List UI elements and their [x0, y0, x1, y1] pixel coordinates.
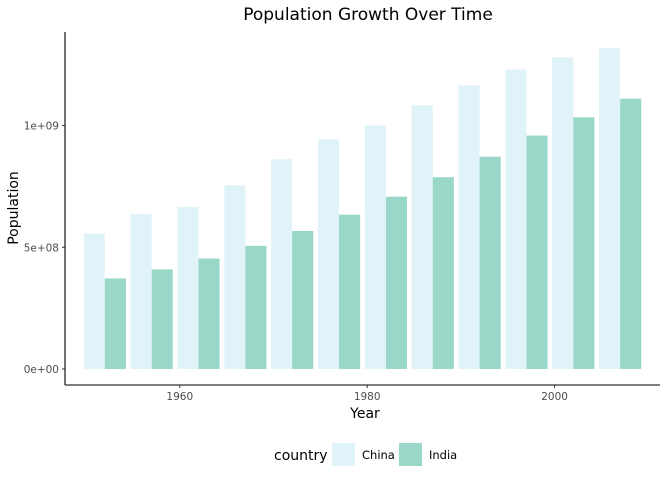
- bar-india-1972: [292, 230, 314, 369]
- legend-key-china: [332, 443, 355, 466]
- legend-key-india: [399, 443, 422, 466]
- y-tick-label: 5e+08: [24, 242, 59, 254]
- legend-title: country: [274, 448, 328, 464]
- bar-india-1982: [385, 196, 408, 369]
- bars-layer: [83, 48, 642, 369]
- bar-china-1987: [411, 105, 433, 369]
- x-tick-label: 1960: [166, 391, 193, 403]
- y-tick-label: 0e+00: [24, 364, 59, 376]
- bar-china-1982: [364, 125, 386, 369]
- legend: country China India: [274, 443, 457, 466]
- bar-china-2002: [552, 57, 574, 369]
- bar-india-2007: [620, 98, 642, 369]
- bar-india-1987: [432, 177, 454, 369]
- bar-china-1962: [177, 206, 199, 369]
- bar-india-1992: [479, 156, 501, 369]
- bar-china-1957: [130, 213, 152, 369]
- bar-china-1997: [505, 69, 527, 369]
- legend-label-china: China: [362, 448, 395, 462]
- axes-layer: 0e+00 5e+08 1e+09 1960 1980 2000: [24, 32, 660, 403]
- bar-india-1952: [104, 278, 126, 369]
- bar-china-1952: [83, 233, 105, 369]
- x-tick-label: 2000: [541, 391, 568, 403]
- y-tick-label: 1e+09: [24, 121, 59, 133]
- bar-china-2007: [599, 48, 621, 369]
- chart-title: Population Growth Over Time: [243, 5, 493, 25]
- bar-india-2002: [573, 117, 595, 369]
- bar-india-1997: [526, 135, 548, 369]
- bar-india-1962: [198, 258, 220, 369]
- bar-china-1977: [317, 139, 340, 369]
- x-tick-label: 1980: [354, 391, 381, 403]
- bar-china-1972: [271, 159, 293, 369]
- bar-india-1977: [339, 214, 361, 369]
- bar-india-1967: [245, 245, 267, 369]
- x-axis-title: Year: [349, 406, 380, 422]
- bar-china-1992: [458, 85, 480, 369]
- legend-label-india: India: [429, 448, 457, 462]
- bar-india-1957: [151, 269, 173, 369]
- bar-china-1967: [224, 185, 246, 369]
- y-axis-title: Population: [6, 171, 22, 245]
